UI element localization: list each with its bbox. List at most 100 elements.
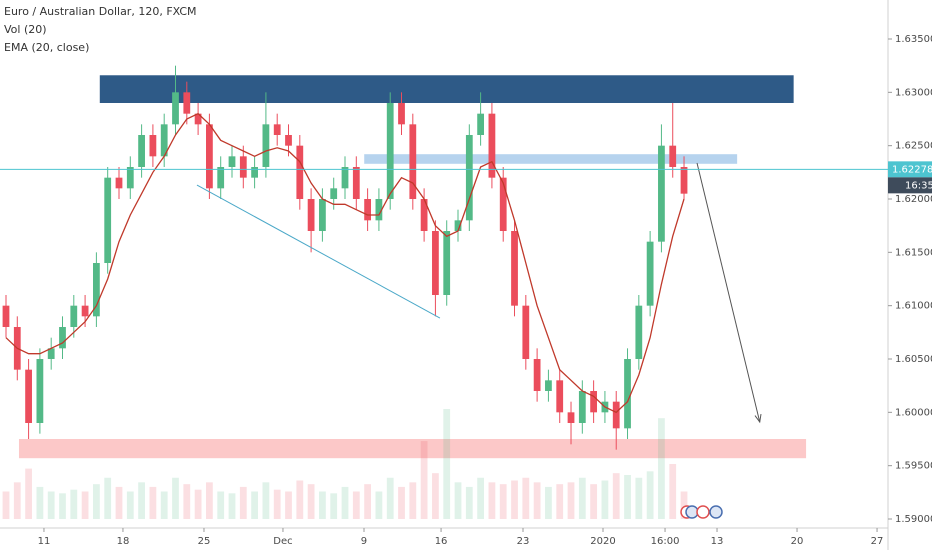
candle-body [375,199,383,221]
candle-body [545,380,552,391]
candle-body [432,231,439,295]
candle-body [330,188,338,199]
candle-body [217,167,225,189]
volume-bar [420,441,428,519]
volume-bar [36,486,44,519]
volume-bar [590,484,598,519]
event-icon[interactable] [685,505,699,519]
candle-body [522,305,530,359]
candle-body [285,135,292,146]
x-tick-label: 23 [517,536,530,547]
volume-bar [296,480,304,519]
candle-body [206,124,213,189]
last-price-label: 1.62278 [892,164,932,175]
volume-bar [2,491,10,519]
volume-bar [465,486,473,519]
x-tick-label: 20 [791,536,804,547]
volume-bar [104,477,112,519]
indicator-label: Vol (20) [4,23,47,36]
x-tick-label: 18 [117,536,130,547]
volume-bar [488,482,496,519]
candle-body [36,359,44,423]
candle-body [47,348,55,359]
volume-bar [477,477,485,519]
y-tick-label: 1.63000 [895,87,932,98]
y-tick-label: 1.59000 [895,514,932,525]
volume-bar [13,482,21,519]
plot-area [2,65,807,519]
candle-body [578,391,586,423]
trend-line [196,184,441,319]
candle-body [138,135,145,167]
volume-bar [522,477,530,519]
zone [99,75,794,103]
indicator-label: EMA (20, close) [4,41,89,54]
volume-bar [680,491,688,519]
volume-bar [70,489,78,519]
candle-body [251,167,258,178]
candle-body [658,145,665,242]
event-icons[interactable] [680,505,723,519]
candle-body [81,305,89,317]
x-tick-label: 9 [361,536,367,547]
candle-body [635,305,643,359]
last-price-box [888,161,932,178]
volume-bar [262,482,270,519]
candle-body [228,156,236,167]
y-tick-label: 1.62000 [895,194,932,205]
volume-bar [432,473,439,519]
volume-bar [172,477,179,519]
volume-bar [25,468,32,519]
candle-body [488,113,496,178]
volume-bar [443,409,451,519]
volume-bar [273,489,281,519]
volume-bar [398,486,405,519]
x-tick-label: 27 [871,536,884,547]
volume-bar [194,489,202,519]
candle-body [352,167,360,199]
volume-bar [386,477,394,519]
countdown-box [888,177,932,194]
event-icon[interactable] [709,505,723,519]
volume-bar [658,418,665,519]
volume-bar [612,473,620,519]
candle-body [420,199,428,231]
countdown-label: 16:35 [905,180,932,191]
volume-bar [545,486,552,519]
volume-bar [138,482,145,519]
candle-body [511,231,518,306]
volume-bar [81,491,89,519]
candle-body [194,113,202,125]
candle-body [499,177,507,231]
candle-body [273,124,281,135]
arrow [696,162,761,423]
volume-bar [217,491,225,519]
y-tick-label: 1.60000 [895,407,932,418]
candle-body [172,92,179,125]
volume-bar [206,482,213,519]
volume-bar [228,493,236,519]
event-icon[interactable] [696,505,710,519]
volume-bar [183,484,191,519]
x-tick-label: Dec [273,536,292,547]
volume-bar [454,482,462,519]
candle-body [443,231,451,295]
volume-bar [352,491,360,519]
volume-bar [160,491,168,519]
candle-body [624,359,631,429]
candle-body [59,327,66,349]
y-tick-label: 1.61000 [895,301,932,312]
candle-body [262,124,270,167]
candle-body [454,220,462,231]
candle-body [646,241,654,306]
volume-bar [511,480,518,519]
candle-body [612,401,620,429]
candle-body [296,145,304,199]
volume-bar [330,493,338,519]
candle-body [556,380,564,413]
volume-bar [93,484,100,519]
volume-bar [556,484,564,519]
volume-bar [126,491,134,519]
candle-body [477,113,485,135]
volume-bar [635,477,643,519]
